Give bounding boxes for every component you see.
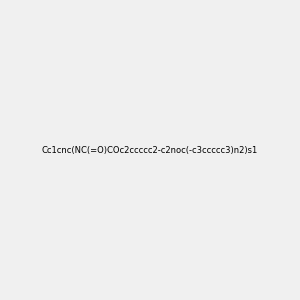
Text: Cc1cnc(NC(=O)COc2ccccc2-c2noc(-c3ccccc3)n2)s1: Cc1cnc(NC(=O)COc2ccccc2-c2noc(-c3ccccc3)…: [42, 146, 258, 154]
